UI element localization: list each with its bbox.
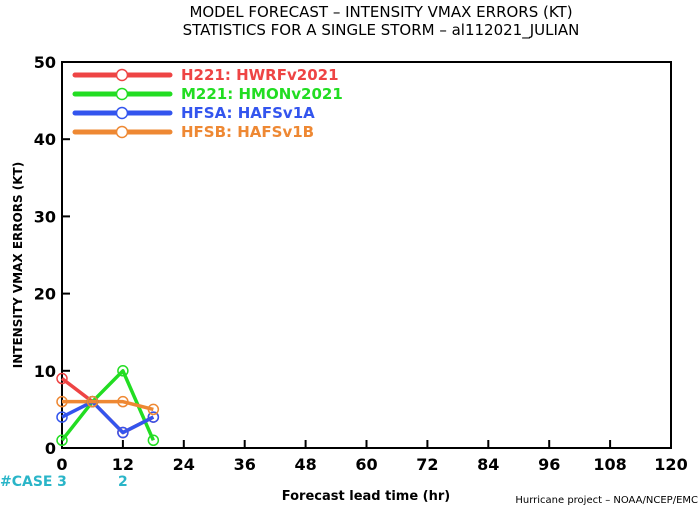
legend-label-4: HFSB: HAFSv1B [181,123,314,141]
legend-label-2: M221: HMONv2021 [181,85,343,103]
plot-area-frame [61,61,672,449]
legend-marker-3 [115,106,129,120]
y-tick-label: 10 [34,362,56,381]
series-2-point [56,434,68,447]
x-tick-label: 36 [234,455,256,474]
legend-marker-2 [115,87,129,101]
chart-title-line2: STATISTICS FOR A SINGLE STORM – al112021… [183,21,580,40]
series-4-point [86,395,99,408]
x-tick-label: 108 [593,455,626,474]
x-tick-label: 48 [294,455,316,474]
y-tick-label: 20 [34,285,56,304]
series-3-point [117,426,129,439]
case-count-value: 3 [57,474,67,490]
series-4-point [56,395,68,408]
x-tick-label: 0 [56,455,67,474]
y-tick-label: 0 [45,439,56,458]
y-tick-label: 50 [34,53,56,72]
y-axis-label: INTENSITY VMAX ERRORS (KT) [11,162,25,368]
x-tick-label: 72 [416,455,438,474]
y-tick-label: 40 [34,130,56,149]
case-count-value: 2 [118,474,128,490]
legend-label-3: HFSA: HAFSv1A [181,104,315,122]
series-3-point [56,411,68,423]
series-2-point [147,434,160,447]
x-tick-label: 84 [477,455,499,474]
x-tick-label: 120 [654,455,687,474]
case-count-header: #CASE [0,474,53,490]
x-axis-label: Forecast lead time (hr) [282,489,450,504]
legend-marker-4 [115,125,129,139]
series-2-point [117,365,129,377]
chart-title-line1: MODEL FORECAST – INTENSITY VMAX ERRORS (… [189,3,572,21]
series-line-4 [62,399,154,412]
series-1-point [56,372,68,385]
x-tick-label: 96 [538,455,560,474]
series-4-point [147,403,160,416]
y-tick-label: 30 [34,207,56,226]
legend-label-1: H221: HWRFv2021 [181,66,339,84]
series-4-point [117,395,129,408]
x-tick-label: 60 [355,455,377,474]
legend-marker-1 [115,68,129,82]
series-3-point [147,411,160,423]
x-tick-label: 24 [173,455,195,474]
x-tick-label: 12 [112,455,134,474]
credit-text: Hurricane project – NOAA/NCEP/EMC [515,495,698,506]
series-line-3 [61,399,155,435]
